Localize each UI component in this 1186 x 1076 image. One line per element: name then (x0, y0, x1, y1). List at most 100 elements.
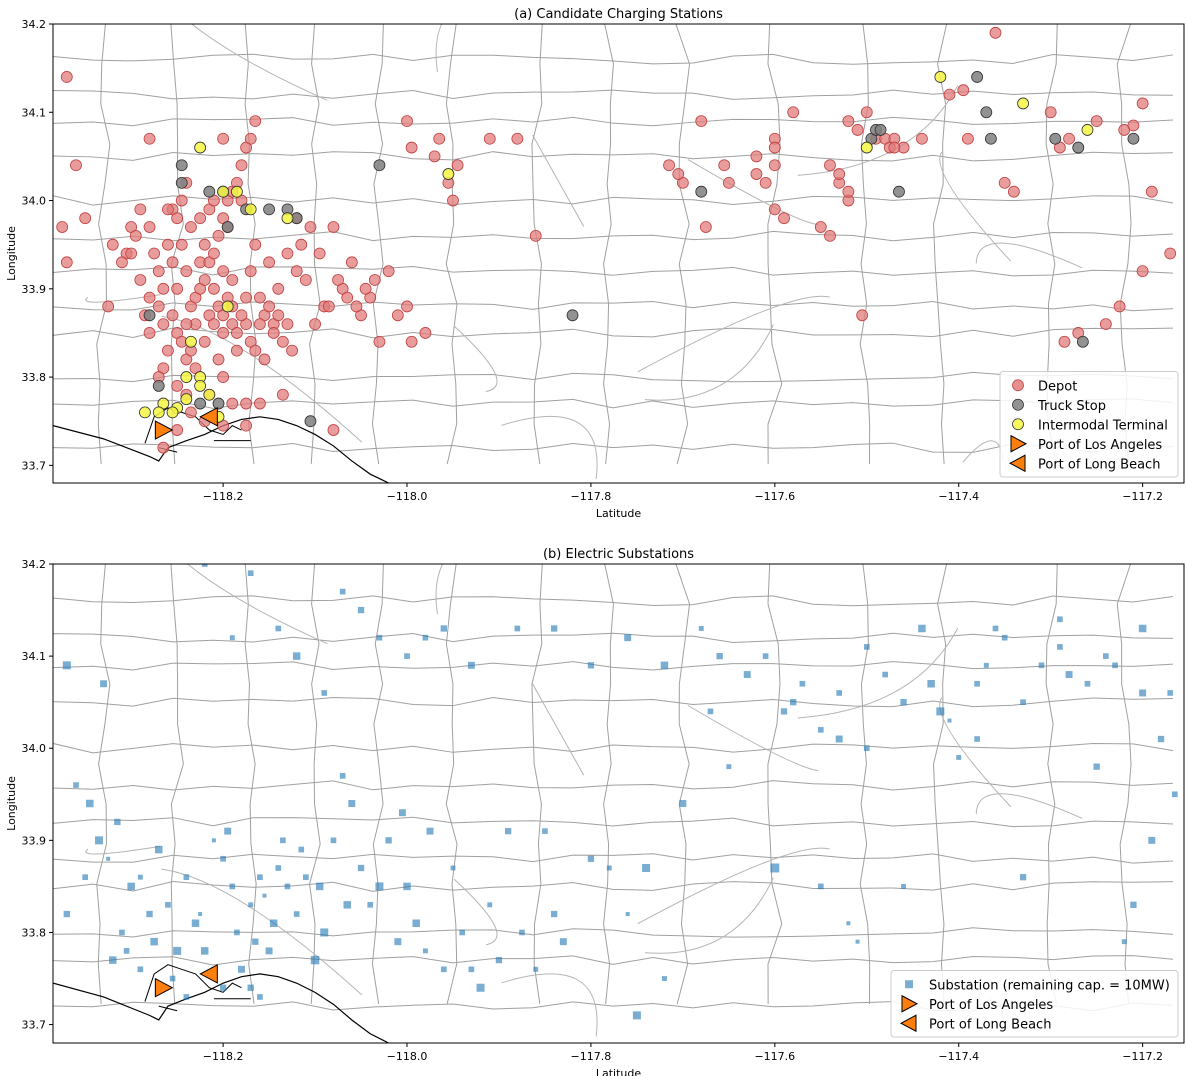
point-depot (916, 132, 928, 145)
x-tick-label: −117.2 (1122, 1050, 1163, 1063)
point-depot (699, 221, 712, 233)
road (933, 24, 948, 465)
legend-marker (1010, 434, 1028, 453)
substation-marker (1093, 763, 1100, 770)
substation-marker (339, 773, 346, 779)
substation-marker (339, 588, 346, 595)
road (933, 564, 948, 1005)
road (53, 661, 1174, 671)
substation-marker (863, 745, 870, 752)
point-depot (451, 159, 464, 172)
point-truck-stop (152, 380, 165, 392)
coastline (53, 973, 389, 1043)
point-depot (235, 309, 248, 322)
y-axis-label: Longitude (5, 776, 18, 831)
substation-marker (265, 947, 273, 955)
road (532, 683, 585, 776)
point-depot (129, 229, 142, 242)
point-depot (382, 265, 395, 278)
substation-marker (642, 863, 651, 872)
substation-marker (183, 994, 190, 1000)
y-tick-label: 33.8 (22, 926, 47, 939)
series-intermodal-terminal (139, 71, 1094, 423)
legend-label: Truck Stop (1037, 399, 1106, 414)
substation-marker (247, 984, 254, 991)
substation-marker (587, 855, 595, 862)
substation-marker (150, 937, 158, 946)
legend-label: Port of Los Angeles (1038, 438, 1162, 453)
y-tick-label: 34.2 (22, 558, 47, 571)
x-axis-label: Latitude (596, 1067, 642, 1076)
substation-marker (269, 919, 278, 927)
substation-marker (1038, 662, 1045, 669)
point-depot (102, 300, 115, 313)
substation-marker (550, 625, 558, 632)
point-truck-stop (1076, 335, 1089, 348)
substation-marker (367, 901, 374, 908)
x-tick-label: −118.0 (387, 490, 428, 503)
point-depot (143, 132, 156, 145)
point-depot (180, 265, 193, 278)
substation-marker (1112, 662, 1118, 669)
point-depot (258, 353, 271, 366)
y-tick-label: 34.2 (22, 18, 47, 31)
point-depot (125, 247, 138, 260)
point-intermodal-terminal (194, 141, 207, 154)
road (309, 24, 321, 465)
substation-marker (559, 938, 567, 946)
road (939, 697, 1012, 807)
substation-marker (846, 921, 851, 926)
substation-marker (375, 882, 384, 891)
point-depot (198, 274, 211, 286)
point-truck-stop (566, 309, 579, 322)
legend-box (890, 970, 1179, 1038)
point-depot (286, 344, 298, 357)
y-tick-label: 33.9 (22, 834, 47, 847)
point-depot (194, 212, 207, 225)
plot-frame (52, 563, 1185, 1044)
point-depot (198, 335, 211, 348)
substation-marker (550, 910, 558, 918)
y-tick-label: 34.0 (22, 195, 47, 208)
substation-marker (1103, 653, 1109, 659)
point-intermodal-terminal (194, 380, 207, 392)
port-outline (144, 964, 242, 1002)
road (962, 440, 1004, 463)
series-port-of-long-beach (199, 406, 218, 427)
substation-marker (1084, 680, 1091, 687)
point-depot (405, 141, 418, 154)
substation-marker (109, 956, 117, 964)
point-intermodal-terminal (1081, 124, 1094, 136)
substation-marker (403, 882, 411, 891)
road (244, 24, 257, 465)
point-depot (529, 229, 542, 242)
point-depot (217, 371, 230, 383)
road (435, 24, 443, 73)
road (859, 564, 871, 1005)
road (53, 632, 1174, 643)
point-depot (759, 176, 772, 189)
road (53, 955, 1174, 966)
point-depot (290, 265, 303, 278)
substation-marker (835, 735, 843, 743)
data-points (56, 26, 1177, 454)
point-depot (814, 221, 827, 233)
point-depot (212, 229, 225, 242)
substation-marker (780, 708, 788, 715)
point-depot (299, 274, 312, 286)
road (309, 564, 321, 1005)
point-depot (851, 124, 864, 136)
point-depot (957, 84, 970, 97)
road (53, 300, 1174, 312)
point-depot (359, 282, 372, 295)
point-depot (70, 159, 82, 172)
substation-marker (743, 671, 751, 679)
road (244, 564, 257, 1005)
point-depot (171, 282, 184, 295)
substation-marker (836, 690, 843, 696)
point-depot (171, 380, 184, 392)
point-intermodal-terminal (203, 388, 216, 401)
port-los-angeles-marker (154, 977, 174, 998)
substation-marker (1171, 791, 1178, 798)
point-depot (116, 256, 128, 269)
